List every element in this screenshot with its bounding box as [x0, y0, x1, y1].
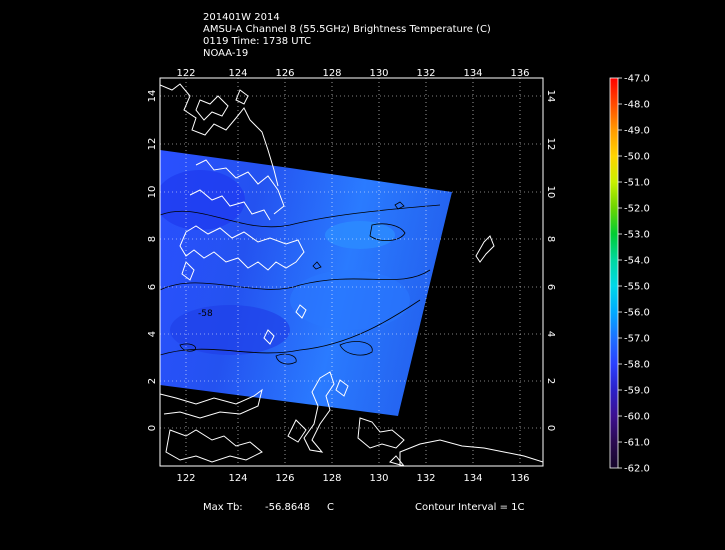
colorbar-label: -56.0	[624, 308, 650, 319]
lon-tick-bottom: 122	[176, 473, 195, 484]
colorbar-label: -59.0	[624, 386, 650, 397]
max-tb-value: -56.8648	[265, 502, 310, 513]
colorbar-label: -52.0	[624, 204, 650, 215]
lat-tick-left: 2	[147, 378, 158, 384]
max-tb-label: Max Tb:	[203, 502, 243, 513]
lat-tick-right: 2	[545, 378, 556, 384]
lon-tick-top: 124	[228, 68, 247, 79]
lon-tick-top: 136	[510, 68, 529, 79]
contour-label: -58	[198, 309, 213, 319]
lon-tick-bottom: 130	[369, 473, 388, 484]
lon-tick-top: 122	[176, 68, 195, 79]
colorbar-label: -57.0	[624, 334, 650, 345]
lat-tick-right: 4	[545, 331, 556, 337]
colorbar-label: -51.0	[624, 178, 650, 189]
lat-tick-right: 8	[545, 236, 556, 242]
colorbar-label: -58.0	[624, 360, 650, 371]
colorbar-label: -48.0	[624, 100, 650, 111]
colorbar-label: -47.0	[624, 74, 650, 85]
colorbar-label: -49.0	[624, 126, 650, 137]
warm-patch	[290, 270, 410, 330]
lat-tick-left: 4	[147, 331, 158, 337]
colorbar-bar	[609, 77, 619, 469]
lat-tick-left: 0	[147, 425, 158, 431]
lon-tick-bottom: 136	[510, 473, 529, 484]
lon-tick-top: 128	[322, 68, 341, 79]
lon-tick-bottom: 124	[228, 473, 247, 484]
lon-tick-bottom: 126	[275, 473, 294, 484]
colorbar-label: -62.0	[624, 464, 650, 475]
colorbar-label: -55.0	[624, 282, 650, 293]
lat-tick-left: 10	[147, 186, 158, 199]
colorbar-label: -54.0	[624, 256, 650, 267]
lat-tick-left: 12	[147, 138, 158, 151]
max-tb-unit: C	[327, 502, 334, 513]
title-line-4: NOAA-19	[203, 48, 249, 59]
lon-tick-top: 134	[463, 68, 482, 79]
colorbar: -47.0 -48.0 -49.0 -50.0 -51.0 -52.0 -53.0 -54.0…	[609, 74, 650, 475]
contour-interval: Contour Interval = 1C	[415, 502, 525, 513]
lon-tick-top: 130	[369, 68, 388, 79]
lat-tick-right: 0	[545, 425, 556, 431]
colorbar-label: -60.0	[624, 412, 650, 423]
colorbar-label: -50.0	[624, 152, 650, 163]
warm-patch	[325, 221, 395, 249]
colorbar-label: -61.0	[624, 438, 650, 449]
lat-tick-left: 8	[147, 236, 158, 242]
coastlines	[160, 83, 543, 466]
colorbar-label: -53.0	[624, 230, 650, 241]
lon-tick-top: 132	[416, 68, 435, 79]
lat-tick-left: 14	[147, 90, 158, 103]
cold-patch	[160, 170, 245, 230]
lat-tick-right: 6	[545, 284, 556, 290]
lat-tick-right: 10	[545, 186, 556, 199]
lon-tick-bottom: 134	[463, 473, 482, 484]
map-frame	[159, 77, 544, 467]
title-line-2: AMSU-A Channel 8 (55.5GHz) Brightness Te…	[203, 24, 491, 35]
lat-tick-right: 12	[545, 138, 556, 151]
title-line-1: 201401W 2014	[203, 12, 280, 23]
lon-tick-bottom: 128	[322, 473, 341, 484]
lon-tick-top: 126	[275, 68, 294, 79]
cold-patch	[170, 305, 290, 355]
graticule	[160, 78, 543, 466]
title-line-3: 0119 Time: 1738 UTC	[203, 36, 312, 47]
lat-tick-left: 6	[147, 284, 158, 290]
lon-tick-bottom: 132	[416, 473, 435, 484]
lat-tick-right: 14	[545, 90, 556, 103]
